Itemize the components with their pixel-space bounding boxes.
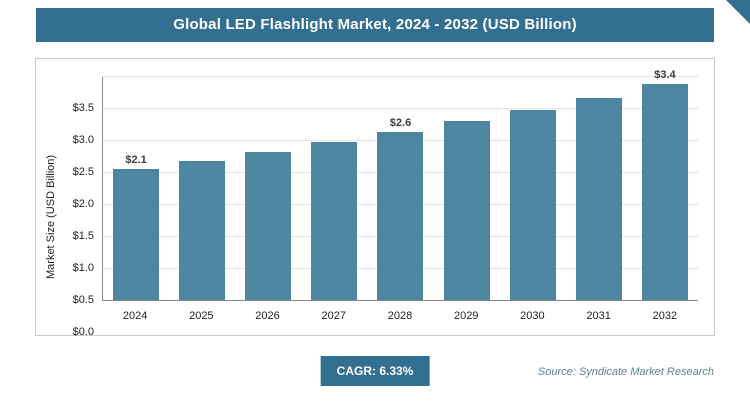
bar-2025 xyxy=(179,160,226,300)
bar-2028 xyxy=(377,132,424,300)
chart-inner: $0.0 $0.5 $1.0 $1.5 $2.0 $2.5 $3.0 $3.5 $2.1 $2.… xyxy=(60,69,698,338)
bar-group-2025 xyxy=(169,160,235,300)
bar-group-2032: $3.4 xyxy=(632,69,698,300)
bar-group-2030 xyxy=(500,109,566,300)
bar-2026 xyxy=(245,151,292,300)
bar-value-label: $3.4 xyxy=(654,69,676,82)
y-tick-label: $3.0 xyxy=(72,134,94,146)
bars: $2.1 $2.6 $3.4 xyxy=(103,69,698,300)
plot-column: $2.1 $2.6 $3.4 2024 2025 2026 2027 2028 2029 203… xyxy=(102,69,698,331)
x-tick-label: 2028 xyxy=(387,310,413,322)
bar-group-2026 xyxy=(235,151,301,300)
bar-group-2028: $2.6 xyxy=(367,117,433,300)
bar-value-label: $2.1 xyxy=(125,153,147,166)
x-tick-label: 2027 xyxy=(321,310,346,322)
bar-value-label: $2.6 xyxy=(389,117,412,130)
y-axis-label: Market Size (USD Billion) xyxy=(45,154,57,280)
bar-group-2029 xyxy=(434,121,500,300)
x-tick-label: 2026 xyxy=(255,310,280,322)
y-tick-label: $0.0 xyxy=(72,326,94,338)
y-tick-label: $3.5 xyxy=(72,102,94,114)
bar-2027 xyxy=(311,141,358,300)
cagr-badge: CAGR: 6.33% xyxy=(320,356,430,386)
bar-2032 xyxy=(641,84,688,300)
gridline xyxy=(103,108,698,109)
plot-area: $2.1 $2.6 $3.4 xyxy=(102,69,698,301)
y-tick-label: $0.5 xyxy=(72,294,94,306)
chart-title-bar: Global LED Flashlight Market, 2024 - 203… xyxy=(36,8,714,42)
y-axis-ticks: $0.0 $0.5 $1.0 $1.5 $2.0 $2.5 $3.0 $3.5 xyxy=(60,77,102,338)
bar-group-2027 xyxy=(301,141,367,300)
bar-group-2024: $2.1 xyxy=(103,154,169,300)
footer: CAGR: 6.33% Source: Syndicate Market Res… xyxy=(0,354,750,394)
x-tick-label: 2031 xyxy=(586,310,611,322)
bar-2029 xyxy=(443,121,490,300)
chart-title: Global LED Flashlight Market, 2024 - 203… xyxy=(173,16,577,33)
x-tick-label: 2030 xyxy=(520,310,545,322)
y-tick-label: $1.0 xyxy=(72,262,94,274)
bar-2031 xyxy=(575,97,622,300)
y-tick-label: $1.5 xyxy=(72,230,94,242)
y-tick-label: $2.5 xyxy=(72,166,94,178)
bar-group-2031 xyxy=(566,97,632,300)
x-axis-labels: 2024 2025 2026 2027 2028 2029 2030 2031 2032 xyxy=(102,301,698,331)
x-tick-label: 2025 xyxy=(189,310,214,322)
y-tick-label: $2.0 xyxy=(72,198,94,210)
x-tick-label: 2024 xyxy=(122,310,148,322)
source-text: Source: Syndicate Market Research xyxy=(537,366,714,378)
bar-2030 xyxy=(509,109,556,300)
bar-2024 xyxy=(113,168,160,300)
corner-accent xyxy=(726,0,750,24)
gridline xyxy=(103,76,698,77)
chart-container: Market Size (USD Billion) $0.0 $0.5 $1.0 $1… xyxy=(35,58,715,338)
x-tick-label: 2032 xyxy=(652,310,678,322)
x-tick-label: 2029 xyxy=(453,310,479,322)
